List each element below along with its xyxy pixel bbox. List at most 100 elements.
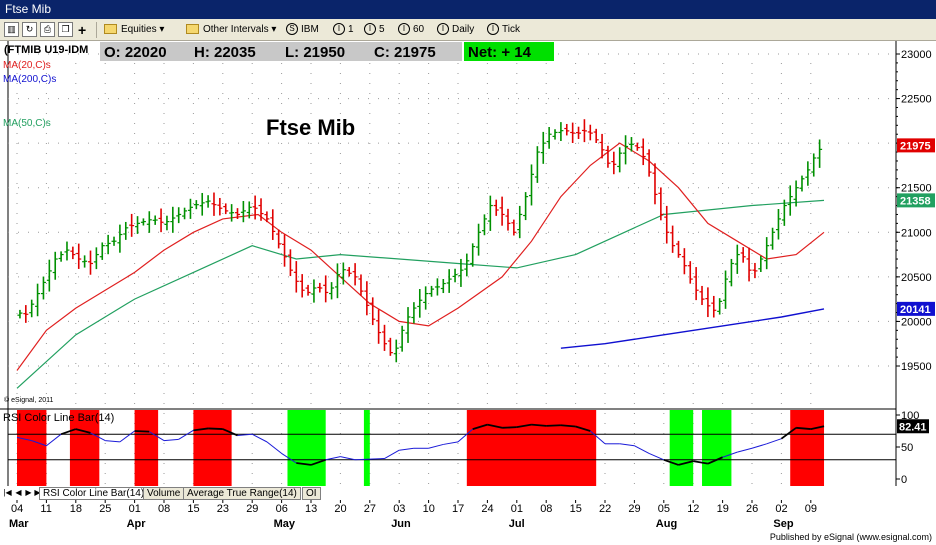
price-bar bbox=[570, 122, 576, 144]
tab-oi[interactable]: OI bbox=[302, 487, 321, 500]
rsi-line-segment bbox=[399, 447, 414, 451]
price-bar bbox=[352, 263, 358, 286]
rsi-oversold-zone bbox=[363, 410, 370, 486]
date-tick-label: 24 bbox=[481, 503, 493, 515]
price-bar bbox=[446, 269, 452, 293]
price-axis: 1950020000205002100021500220002250023000… bbox=[896, 49, 935, 373]
tab-rsi[interactable]: RSI Color Line Bar(14) bbox=[39, 487, 149, 500]
interval-button-ibm[interactable]: S IBM bbox=[286, 22, 319, 38]
price-bar bbox=[317, 282, 323, 293]
price-bar bbox=[587, 124, 593, 141]
price-bar bbox=[376, 309, 382, 344]
chart-icon[interactable]: ▥ bbox=[4, 22, 19, 37]
price-bar bbox=[576, 126, 582, 139]
price-tick-label: 23000 bbox=[901, 49, 932, 61]
price-bar bbox=[52, 251, 58, 280]
equities-dropdown[interactable]: Equities ▾ bbox=[104, 22, 164, 38]
price-chart[interactable]: 1950020000205002100021500220002250023000… bbox=[0, 41, 936, 487]
price-bar bbox=[405, 307, 411, 343]
price-bar bbox=[817, 139, 823, 168]
price-grid bbox=[0, 41, 897, 486]
price-bar bbox=[88, 250, 93, 275]
rsi-line-segment bbox=[502, 426, 517, 429]
price-bar bbox=[223, 203, 229, 215]
date-tick-label: 15 bbox=[187, 503, 199, 515]
price-bar bbox=[658, 187, 664, 221]
price-bar bbox=[452, 268, 458, 283]
price-tick-label: 21500 bbox=[901, 183, 932, 195]
tab-volume[interactable]: Volume bbox=[143, 487, 185, 500]
close-value: C: 21975 bbox=[374, 44, 436, 61]
price-bar bbox=[546, 127, 552, 149]
price-bar bbox=[670, 225, 676, 253]
date-tick-label: 02 bbox=[775, 503, 787, 515]
first-tab-icon[interactable]: |◀ bbox=[3, 488, 12, 497]
rsi-line-segment bbox=[149, 431, 165, 442]
price-bar bbox=[775, 209, 781, 240]
date-tick-label: 22 bbox=[599, 503, 611, 515]
price-bar bbox=[640, 138, 646, 166]
price-label: 21358 bbox=[900, 195, 931, 207]
rsi-overbought-zone bbox=[17, 410, 47, 486]
net-value: Net: + 14 bbox=[468, 44, 532, 61]
price-bar bbox=[652, 163, 658, 205]
month-label: Jul bbox=[509, 518, 525, 530]
price-bar bbox=[464, 253, 470, 277]
price-bar bbox=[258, 198, 264, 221]
interval-button-daily[interactable]: I Daily bbox=[437, 22, 474, 38]
rsi-line-segment bbox=[648, 452, 664, 461]
price-bar bbox=[217, 197, 223, 216]
print-icon[interactable]: ⎙ bbox=[40, 22, 55, 37]
price-bar bbox=[770, 227, 776, 250]
price-bar bbox=[687, 261, 693, 284]
date-tick-label: 20 bbox=[334, 503, 346, 515]
price-bar bbox=[723, 270, 729, 309]
copy-icon[interactable]: ❐ bbox=[58, 22, 73, 37]
price-bars bbox=[17, 119, 823, 363]
price-bar bbox=[40, 276, 46, 300]
month-label: Jun bbox=[391, 518, 411, 530]
price-bar bbox=[511, 219, 517, 236]
price-label-box bbox=[897, 138, 935, 153]
price-bar bbox=[581, 119, 587, 143]
price-bar bbox=[382, 324, 387, 351]
low-value: L: 21950 bbox=[285, 44, 345, 61]
price-bar bbox=[299, 274, 305, 298]
rsi-line-segment bbox=[737, 447, 753, 453]
price-bar bbox=[623, 135, 629, 165]
tab-atr[interactable]: Average True Range(14) bbox=[183, 487, 301, 500]
rsi-overbought-zone bbox=[790, 410, 825, 486]
rsi-oversold-zone bbox=[702, 410, 732, 486]
rsi-line-segment bbox=[46, 433, 62, 447]
next-tab-icon[interactable]: ▶ bbox=[25, 488, 32, 497]
price-bar bbox=[411, 302, 417, 324]
price-bar bbox=[429, 285, 435, 297]
last-tab-icon[interactable]: ▶| bbox=[34, 487, 43, 499]
price-bar bbox=[58, 251, 64, 262]
add-icon[interactable]: + bbox=[78, 22, 87, 38]
price-bar bbox=[605, 145, 611, 168]
price-bar bbox=[764, 237, 770, 270]
price-bar bbox=[387, 337, 393, 356]
prev-tab-icon[interactable]: ◀ bbox=[15, 488, 22, 497]
rsi-line-segment bbox=[531, 423, 547, 427]
ma200-label: MA(200,C)s bbox=[3, 74, 56, 85]
symbol-icon: S bbox=[286, 23, 298, 36]
price-bar bbox=[193, 200, 199, 210]
interval-button-60[interactable]: I 60 bbox=[398, 22, 424, 38]
price-bar bbox=[276, 229, 282, 249]
rsi-tick-label: 50 bbox=[901, 442, 913, 454]
price-label-box bbox=[897, 301, 935, 316]
price-bar bbox=[811, 153, 817, 177]
refresh-icon[interactable]: ↻ bbox=[22, 22, 37, 37]
price-bar bbox=[552, 129, 558, 140]
chart-title: Ftse Mib bbox=[266, 115, 355, 140]
interval-button-tick[interactable]: I Tick bbox=[487, 22, 520, 38]
price-bar bbox=[523, 192, 529, 221]
price-bar bbox=[752, 262, 758, 279]
price-bar bbox=[164, 215, 170, 231]
other-intervals-dropdown[interactable]: Other Intervals ▾ bbox=[186, 22, 276, 38]
rsi-line-segment bbox=[619, 443, 635, 447]
